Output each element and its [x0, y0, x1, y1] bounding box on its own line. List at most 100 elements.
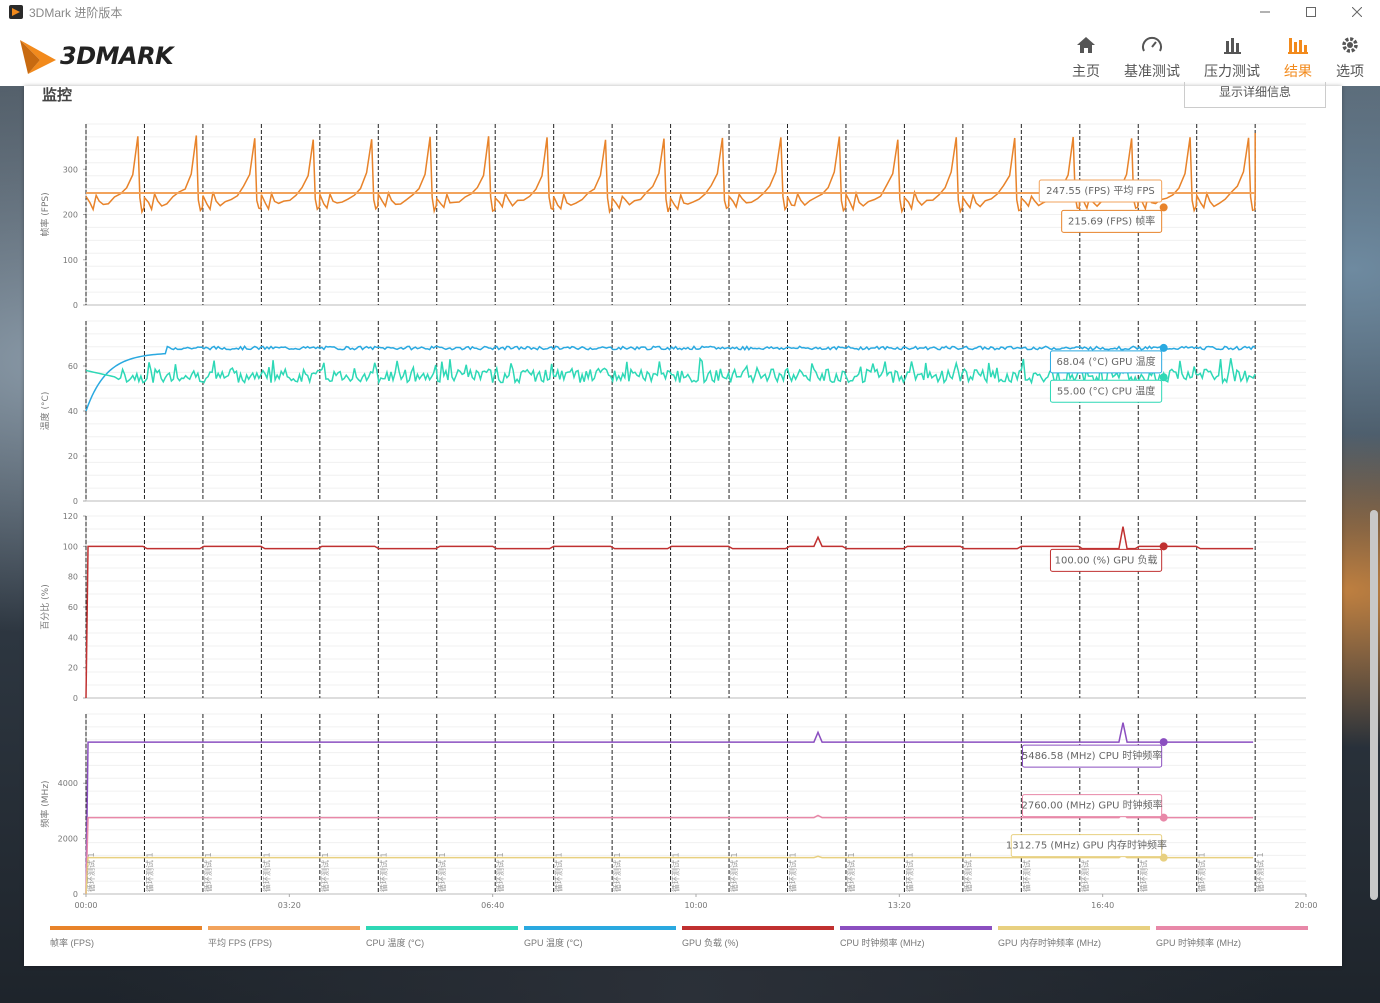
tooltip-box	[1049, 548, 1163, 572]
nav-home[interactable]: 主页	[1072, 34, 1100, 81]
tooltip-text: 68.04 (°C) GPU 温度	[1057, 355, 1156, 368]
window-title: 3DMark 进阶版本	[29, 5, 123, 20]
loop-marker-label: 循环测试 1	[729, 852, 739, 892]
x-tick-label: 10:00	[684, 901, 707, 910]
gpu-load-line	[85, 526, 1254, 699]
y-tick-label: 60	[68, 362, 78, 371]
nav-benchmarks[interactable]: 基准测试	[1124, 34, 1180, 81]
logo-mark-icon	[18, 34, 58, 78]
y-tick-label: 20	[68, 452, 78, 461]
loop-marker-label: 循环测试 1	[320, 852, 330, 892]
y-tick-label: 40	[68, 633, 78, 642]
gpu-mem-clock-line	[85, 853, 1254, 895]
main-nav: 主页 基准测试 压力测试 结果 选项	[1048, 34, 1364, 81]
tooltip-box	[1049, 350, 1163, 374]
nav-results-label: 结果	[1284, 63, 1312, 79]
close-button[interactable]	[1334, 0, 1380, 24]
nav-stress-tests-label: 压力测试	[1204, 63, 1260, 79]
gpu-temp-line	[85, 345, 1256, 412]
y-tick-label: 4000	[58, 779, 78, 788]
loop-marker-label: 循环测试 1	[612, 852, 622, 892]
legend-item[interactable]: GPU 内存时钟频率 (MHz)	[998, 926, 1150, 949]
y-tick-label: 100	[63, 542, 78, 551]
loop-marker-label: 循环测试 1	[1138, 852, 1148, 892]
cpu-clock-marker	[1159, 738, 1168, 747]
y-tick-label: 200	[63, 211, 78, 220]
tooltip-text: 215.69 (FPS) 帧率	[1068, 214, 1155, 227]
close-icon	[1352, 7, 1362, 17]
loop-marker-label: 循环测试 1	[144, 852, 154, 892]
tooltip-text: 1312.75 (MHz) GPU 内存时钟频率	[1006, 839, 1167, 852]
y-tick-label: 0	[73, 301, 78, 310]
maximize-button[interactable]	[1288, 0, 1334, 24]
home-icon	[1075, 34, 1097, 56]
loop-marker-label: 循环测试 1	[904, 852, 914, 892]
loop-marker-label: 循环测试 1	[1021, 852, 1031, 892]
loop-marker-label: 循环测试 1	[788, 852, 798, 892]
x-tick-label: 20:00	[1294, 901, 1317, 910]
tooltip-box	[1021, 794, 1163, 818]
speedometer-icon	[1141, 34, 1163, 56]
tooltip-text: 55.00 (°C) CPU 温度	[1057, 384, 1155, 397]
legend-color-bar	[524, 926, 676, 930]
window-controls	[1242, 0, 1380, 24]
results-bars-icon	[1287, 34, 1309, 56]
loop-marker-label: 循环测试 1	[554, 852, 564, 892]
legend-item[interactable]: CPU 时钟频率 (MHz)	[840, 926, 992, 949]
tooltip-box	[1021, 744, 1163, 768]
nav-results[interactable]: 结果	[1284, 34, 1312, 81]
show-details-button[interactable]: 显示详细信息	[1184, 82, 1326, 108]
loop-marker-label: 循环测试 1	[671, 852, 681, 892]
legend-label: GPU 时钟频率 (MHz)	[1156, 938, 1241, 948]
minimize-button[interactable]	[1242, 0, 1288, 24]
loop-marker-label: 循环测试 1	[963, 852, 973, 892]
nav-stress-tests[interactable]: 压力测试	[1204, 34, 1260, 81]
legend-color-bar	[366, 926, 518, 930]
stress-bars-icon	[1221, 34, 1243, 56]
y-tick-label: 2000	[58, 835, 78, 844]
legend-item[interactable]: CPU 温度 (°C)	[366, 926, 518, 949]
y-axis-label: 帧率 (FPS)	[39, 192, 51, 236]
nav-benchmarks-label: 基准测试	[1124, 63, 1180, 79]
loop-marker-label: 循环测试 1	[1197, 852, 1207, 892]
y-tick-label: 100	[63, 256, 78, 265]
tooltip-box	[1010, 834, 1163, 858]
x-tick-label: 06:40	[481, 901, 504, 910]
legend-color-bar	[50, 926, 202, 930]
x-tick-label: 13:20	[888, 901, 911, 910]
logo-text: 3DMARK	[60, 42, 174, 70]
legend-label: 帧率 (FPS)	[50, 938, 94, 948]
legend-item[interactable]: GPU 时钟频率 (MHz)	[1156, 926, 1308, 949]
tooltip-text: 100.00 (%) GPU 负载	[1055, 553, 1158, 566]
x-tick-label: 16:40	[1091, 901, 1114, 910]
legend-label: CPU 温度 (°C)	[366, 938, 425, 948]
y-axis-label: 百分比 (%)	[39, 584, 51, 629]
legend-item[interactable]: 平均 FPS (FPS)	[208, 926, 360, 949]
legend-color-bar	[998, 926, 1150, 930]
x-tick-label: 00:00	[74, 901, 97, 910]
legend-item[interactable]: GPU 负载 (%)	[682, 926, 834, 949]
nav-options[interactable]: 选项	[1336, 34, 1364, 81]
gear-icon	[1339, 34, 1361, 56]
loop-marker-label: 循环测试 1	[1080, 852, 1090, 892]
y-axis-label: 频率 (MHz)	[39, 780, 51, 827]
legend-item[interactable]: 帧率 (FPS)	[50, 926, 202, 949]
legend-color-bar	[208, 926, 360, 930]
legend-color-bar	[682, 926, 834, 930]
y-tick-label: 60	[68, 603, 78, 612]
loop-marker-label: 循环测试 1	[261, 852, 271, 892]
legend-label: GPU 温度 (°C)	[524, 938, 583, 948]
tooltip-box	[1038, 179, 1163, 203]
legend-item[interactable]: GPU 温度 (°C)	[524, 926, 676, 949]
y-tick-label: 40	[68, 407, 78, 416]
3dmark-logo[interactable]: 3DMARK	[18, 34, 218, 78]
scrollbar[interactable]	[1370, 510, 1378, 900]
legend-color-bar	[840, 926, 992, 930]
loop-marker-label: 循环测试 1	[437, 852, 447, 892]
y-tick-label: 20	[68, 664, 78, 673]
y-tick-label: 300	[63, 165, 78, 174]
tooltip-text: 2760.00 (MHz) GPU 时钟频率	[1021, 799, 1162, 812]
legend-label: GPU 内存时钟频率 (MHz)	[998, 938, 1101, 948]
y-tick-label: 0	[73, 890, 78, 899]
